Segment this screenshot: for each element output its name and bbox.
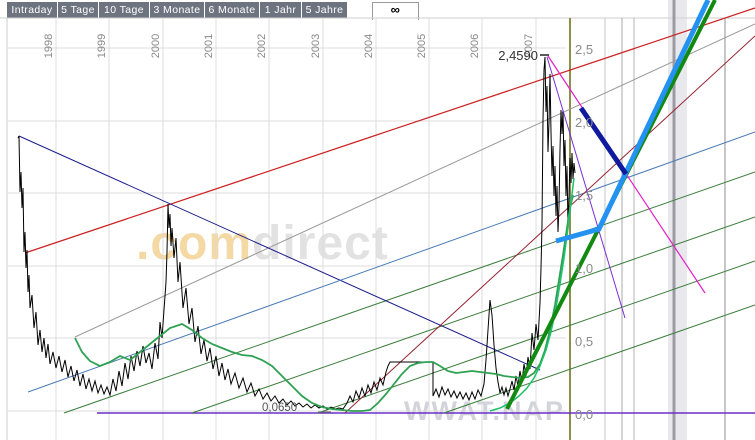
tab-5-tage[interactable]: 5 Tage [58, 2, 98, 18]
trendline-gray [74, 23, 755, 338]
trendline-steelblue [27, 131, 755, 393]
x-tick-2000: 2000 [150, 33, 162, 59]
ma-long-green [74, 194, 574, 412]
channel-green-4 [443, 304, 755, 414]
y-tick-1-0: 1,0 [575, 261, 594, 276]
trendline-red [24, 7, 755, 254]
y-tick-0-0: 0,0 [575, 407, 594, 422]
y-tick-2-0: 2,0 [575, 115, 594, 130]
tab-intraday[interactable]: Intraday [7, 2, 57, 18]
low-price-label: 0,0650 [262, 402, 298, 414]
channel-green-1 [63, 171, 755, 414]
comdirect-watermark: .comdirect [136, 216, 389, 271]
y-tick-0-5: 0,5 [575, 334, 594, 349]
price-series [17, 56, 576, 410]
x-tick-2002: 2002 [256, 33, 268, 59]
trendline-maroon [344, 35, 755, 414]
x-tick-2003: 2003 [310, 33, 322, 59]
x-tick-1998: 1998 [43, 33, 55, 59]
y-tick-2-5: 2,5 [575, 42, 594, 57]
y-tick-1-5: 1,5 [575, 188, 594, 203]
watermark-direct: direct [252, 217, 389, 270]
x-tick-1999: 1999 [96, 33, 108, 59]
projection-thick-blue [555, 0, 711, 244]
tab-10-tage[interactable]: 10 Tage [99, 2, 149, 18]
tab-5-jahre[interactable]: 5 Jahre [302, 2, 347, 18]
x-tick-2005: 2005 [416, 33, 428, 59]
x-tick-2004: 2004 [363, 33, 375, 59]
tab-max-infinity[interactable]: ∞ [372, 2, 419, 20]
projection-thick-navy [578, 106, 629, 176]
high-price-label: 2,4590 [498, 48, 538, 63]
x-tick-2001: 2001 [203, 33, 215, 59]
tab-1-jahr[interactable]: 1 Jahr [260, 2, 301, 18]
ray-violet [546, 56, 626, 319]
watermark-dot-com: .com [136, 217, 253, 270]
tab-6-monate[interactable]: 6 Monate [205, 2, 259, 18]
trendline-navy-long [18, 135, 541, 371]
tab-3-monate[interactable]: 3 Monate [150, 2, 204, 18]
